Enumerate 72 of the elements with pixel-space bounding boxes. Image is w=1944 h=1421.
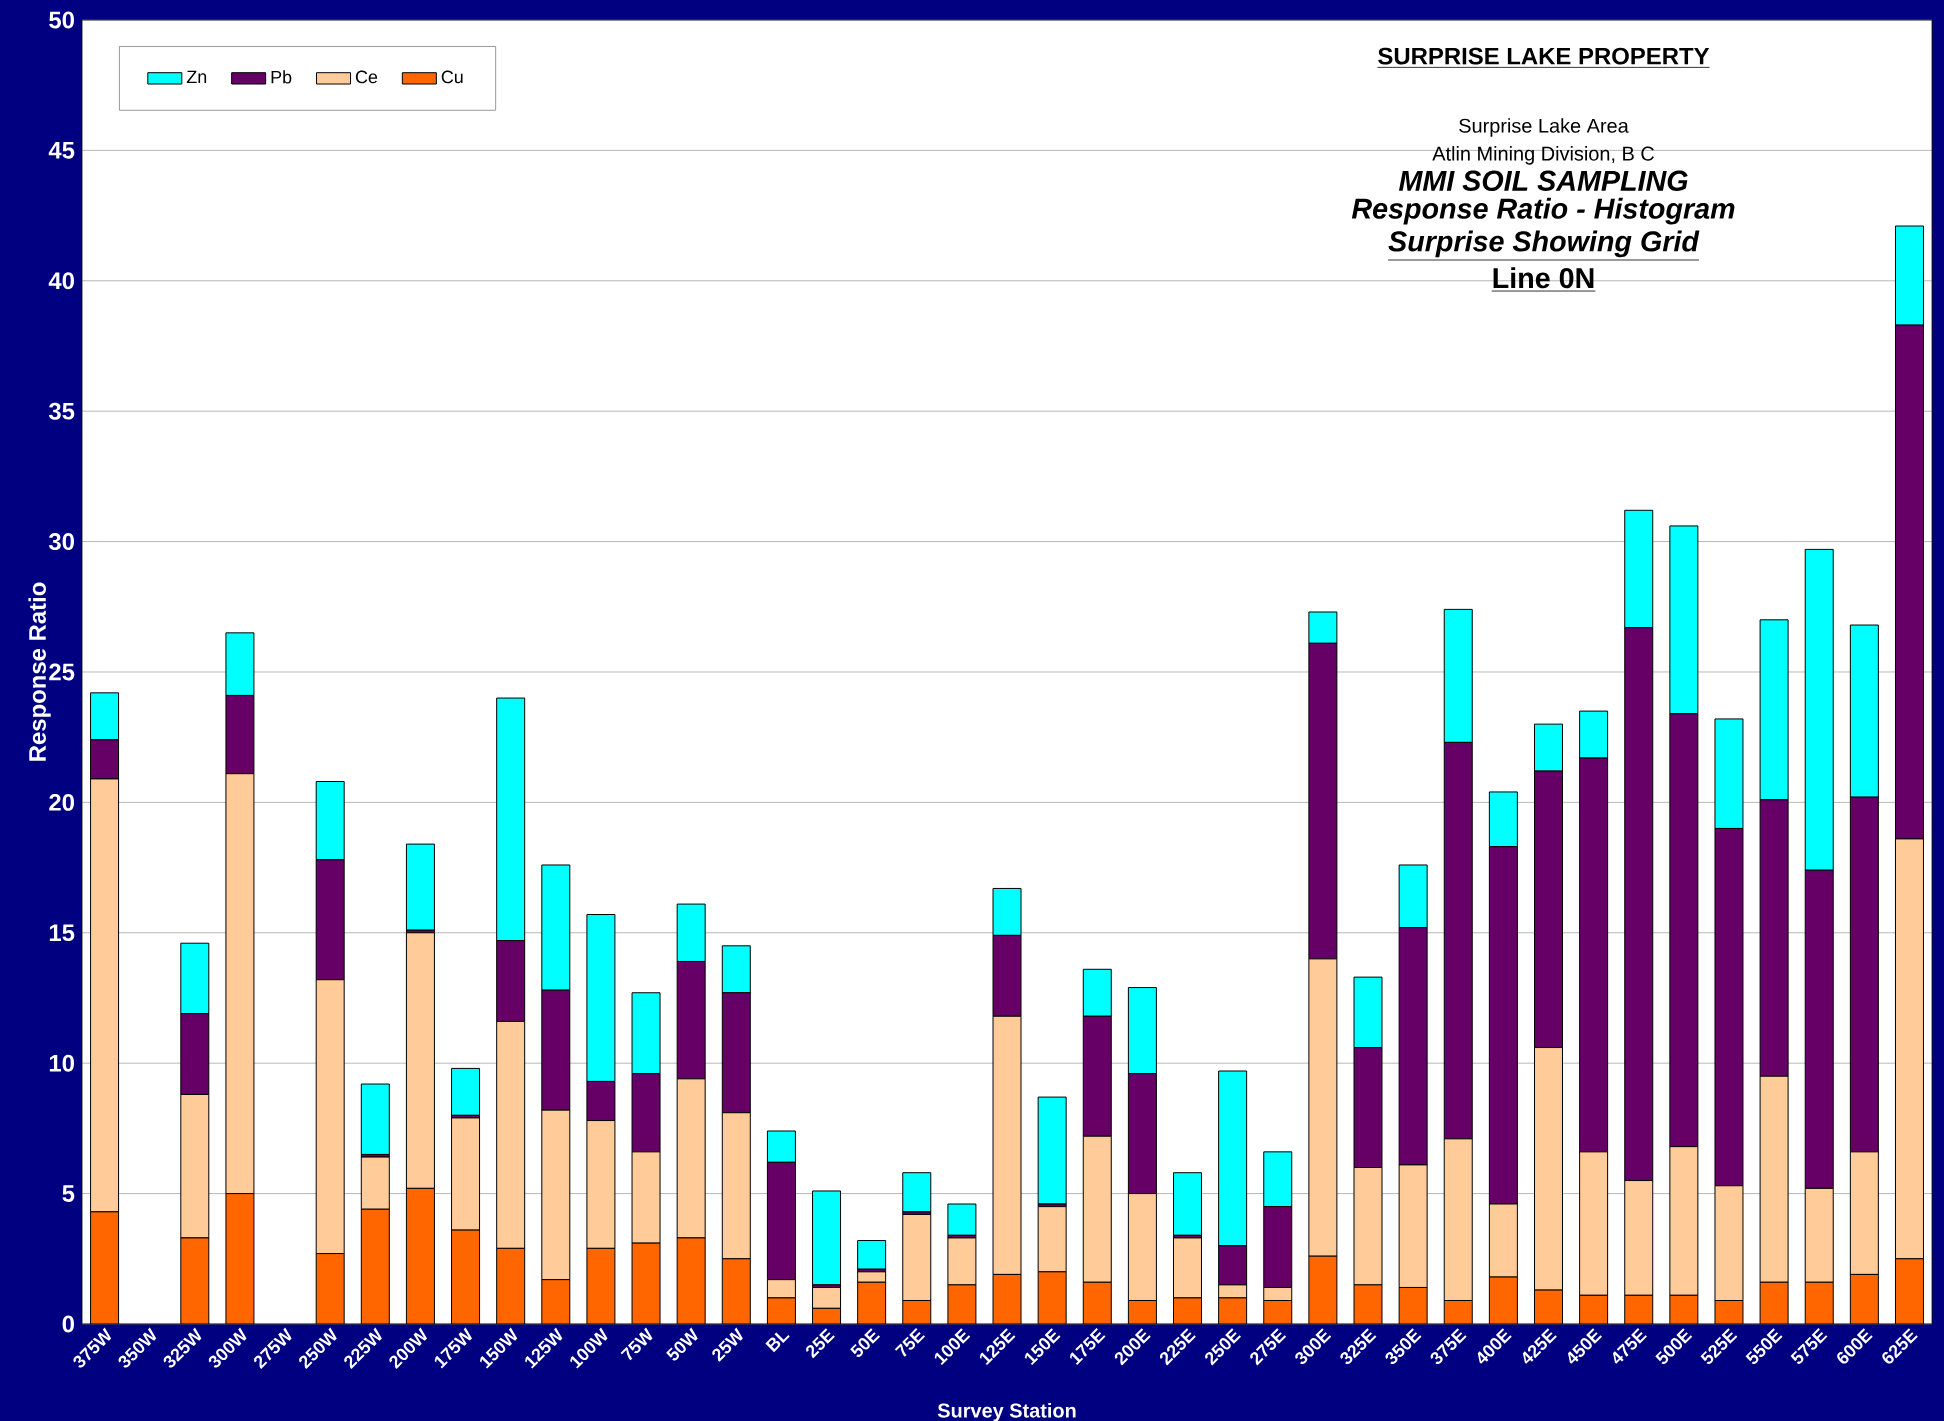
bar [902, 1300, 931, 1324]
bar [1489, 1277, 1518, 1324]
bar [1624, 1295, 1653, 1324]
x-tick-label: 75E [894, 1328, 926, 1357]
bar [857, 1271, 887, 1283]
x-axis-title: Survey Station [937, 1403, 1076, 1421]
bar [451, 1067, 481, 1116]
bar [1308, 1256, 1337, 1324]
bar [993, 1274, 1022, 1324]
annotation: MMI SOIL SAMPLING [1398, 170, 1688, 191]
annotation: Line 0N [1493, 267, 1594, 289]
bar [180, 1237, 210, 1324]
bar [1173, 1172, 1203, 1236]
bar [90, 1211, 120, 1324]
legend-label: Ce [355, 70, 378, 84]
bar [902, 1172, 932, 1213]
bar [1805, 1282, 1834, 1324]
bar [632, 1243, 661, 1324]
bar [947, 1203, 977, 1236]
bar [586, 1248, 615, 1324]
text: SURPRISE LAKE PROPERTY [1378, 47, 1710, 65]
bar [405, 843, 435, 931]
bar [541, 1279, 570, 1324]
y-tick-label: 50 [49, 11, 74, 29]
bar [857, 1282, 886, 1324]
annotation: Surprise Showing Grid [1388, 230, 1700, 258]
bar [947, 1237, 977, 1286]
annotation: Response Ratio - Histogram [1351, 197, 1735, 225]
y-tick-label: 35 [48, 402, 75, 420]
bar [1263, 1300, 1292, 1324]
bar [1444, 1300, 1473, 1324]
y-tick-label: 10 [49, 1054, 74, 1072]
annotation: Atlin Mining Division, B C [1432, 146, 1654, 165]
bar [1579, 1295, 1608, 1324]
y-axis-title: Response Ratio [28, 582, 51, 761]
bar [1038, 1271, 1067, 1324]
y-tick-label: 25 [49, 663, 75, 681]
y-tick-label: 5 [62, 1185, 75, 1202]
bar [496, 1248, 525, 1324]
legend-label: Zn [186, 70, 207, 84]
bar [451, 1230, 480, 1324]
bar [722, 1258, 751, 1324]
bar [812, 1286, 842, 1309]
bar [902, 1213, 932, 1302]
y-tick-label: 0 [62, 1315, 74, 1333]
bar [812, 1190, 842, 1286]
annotation: Surprise Lake Area [1459, 118, 1629, 137]
legend-label: Pb [271, 70, 292, 84]
bar [1037, 1096, 1067, 1205]
bar [1083, 1282, 1112, 1324]
x-tick-label: 50E [850, 1328, 881, 1357]
y-tick-label: 30 [48, 533, 74, 551]
bar [1128, 1300, 1157, 1324]
bar [1037, 1206, 1067, 1273]
y-tick-label: 15 [49, 924, 75, 942]
bar [1534, 1290, 1563, 1324]
bar [857, 1240, 887, 1270]
bar [1850, 1274, 1879, 1324]
legend-label: Cu [441, 70, 463, 84]
bar [316, 1253, 345, 1324]
y-tick-label: 45 [48, 142, 75, 159]
y-tick-label: 20 [49, 793, 74, 811]
bar [225, 1193, 255, 1324]
x-tick-label: BL [765, 1332, 790, 1353]
bar [677, 1237, 706, 1324]
y-tick-label: 40 [48, 272, 74, 290]
x-tick-label: 25E [806, 1328, 835, 1359]
bar [361, 1209, 390, 1324]
bar [406, 1188, 435, 1324]
bar [1173, 1237, 1203, 1299]
bar [1894, 1258, 1924, 1324]
bar [360, 1083, 390, 1155]
